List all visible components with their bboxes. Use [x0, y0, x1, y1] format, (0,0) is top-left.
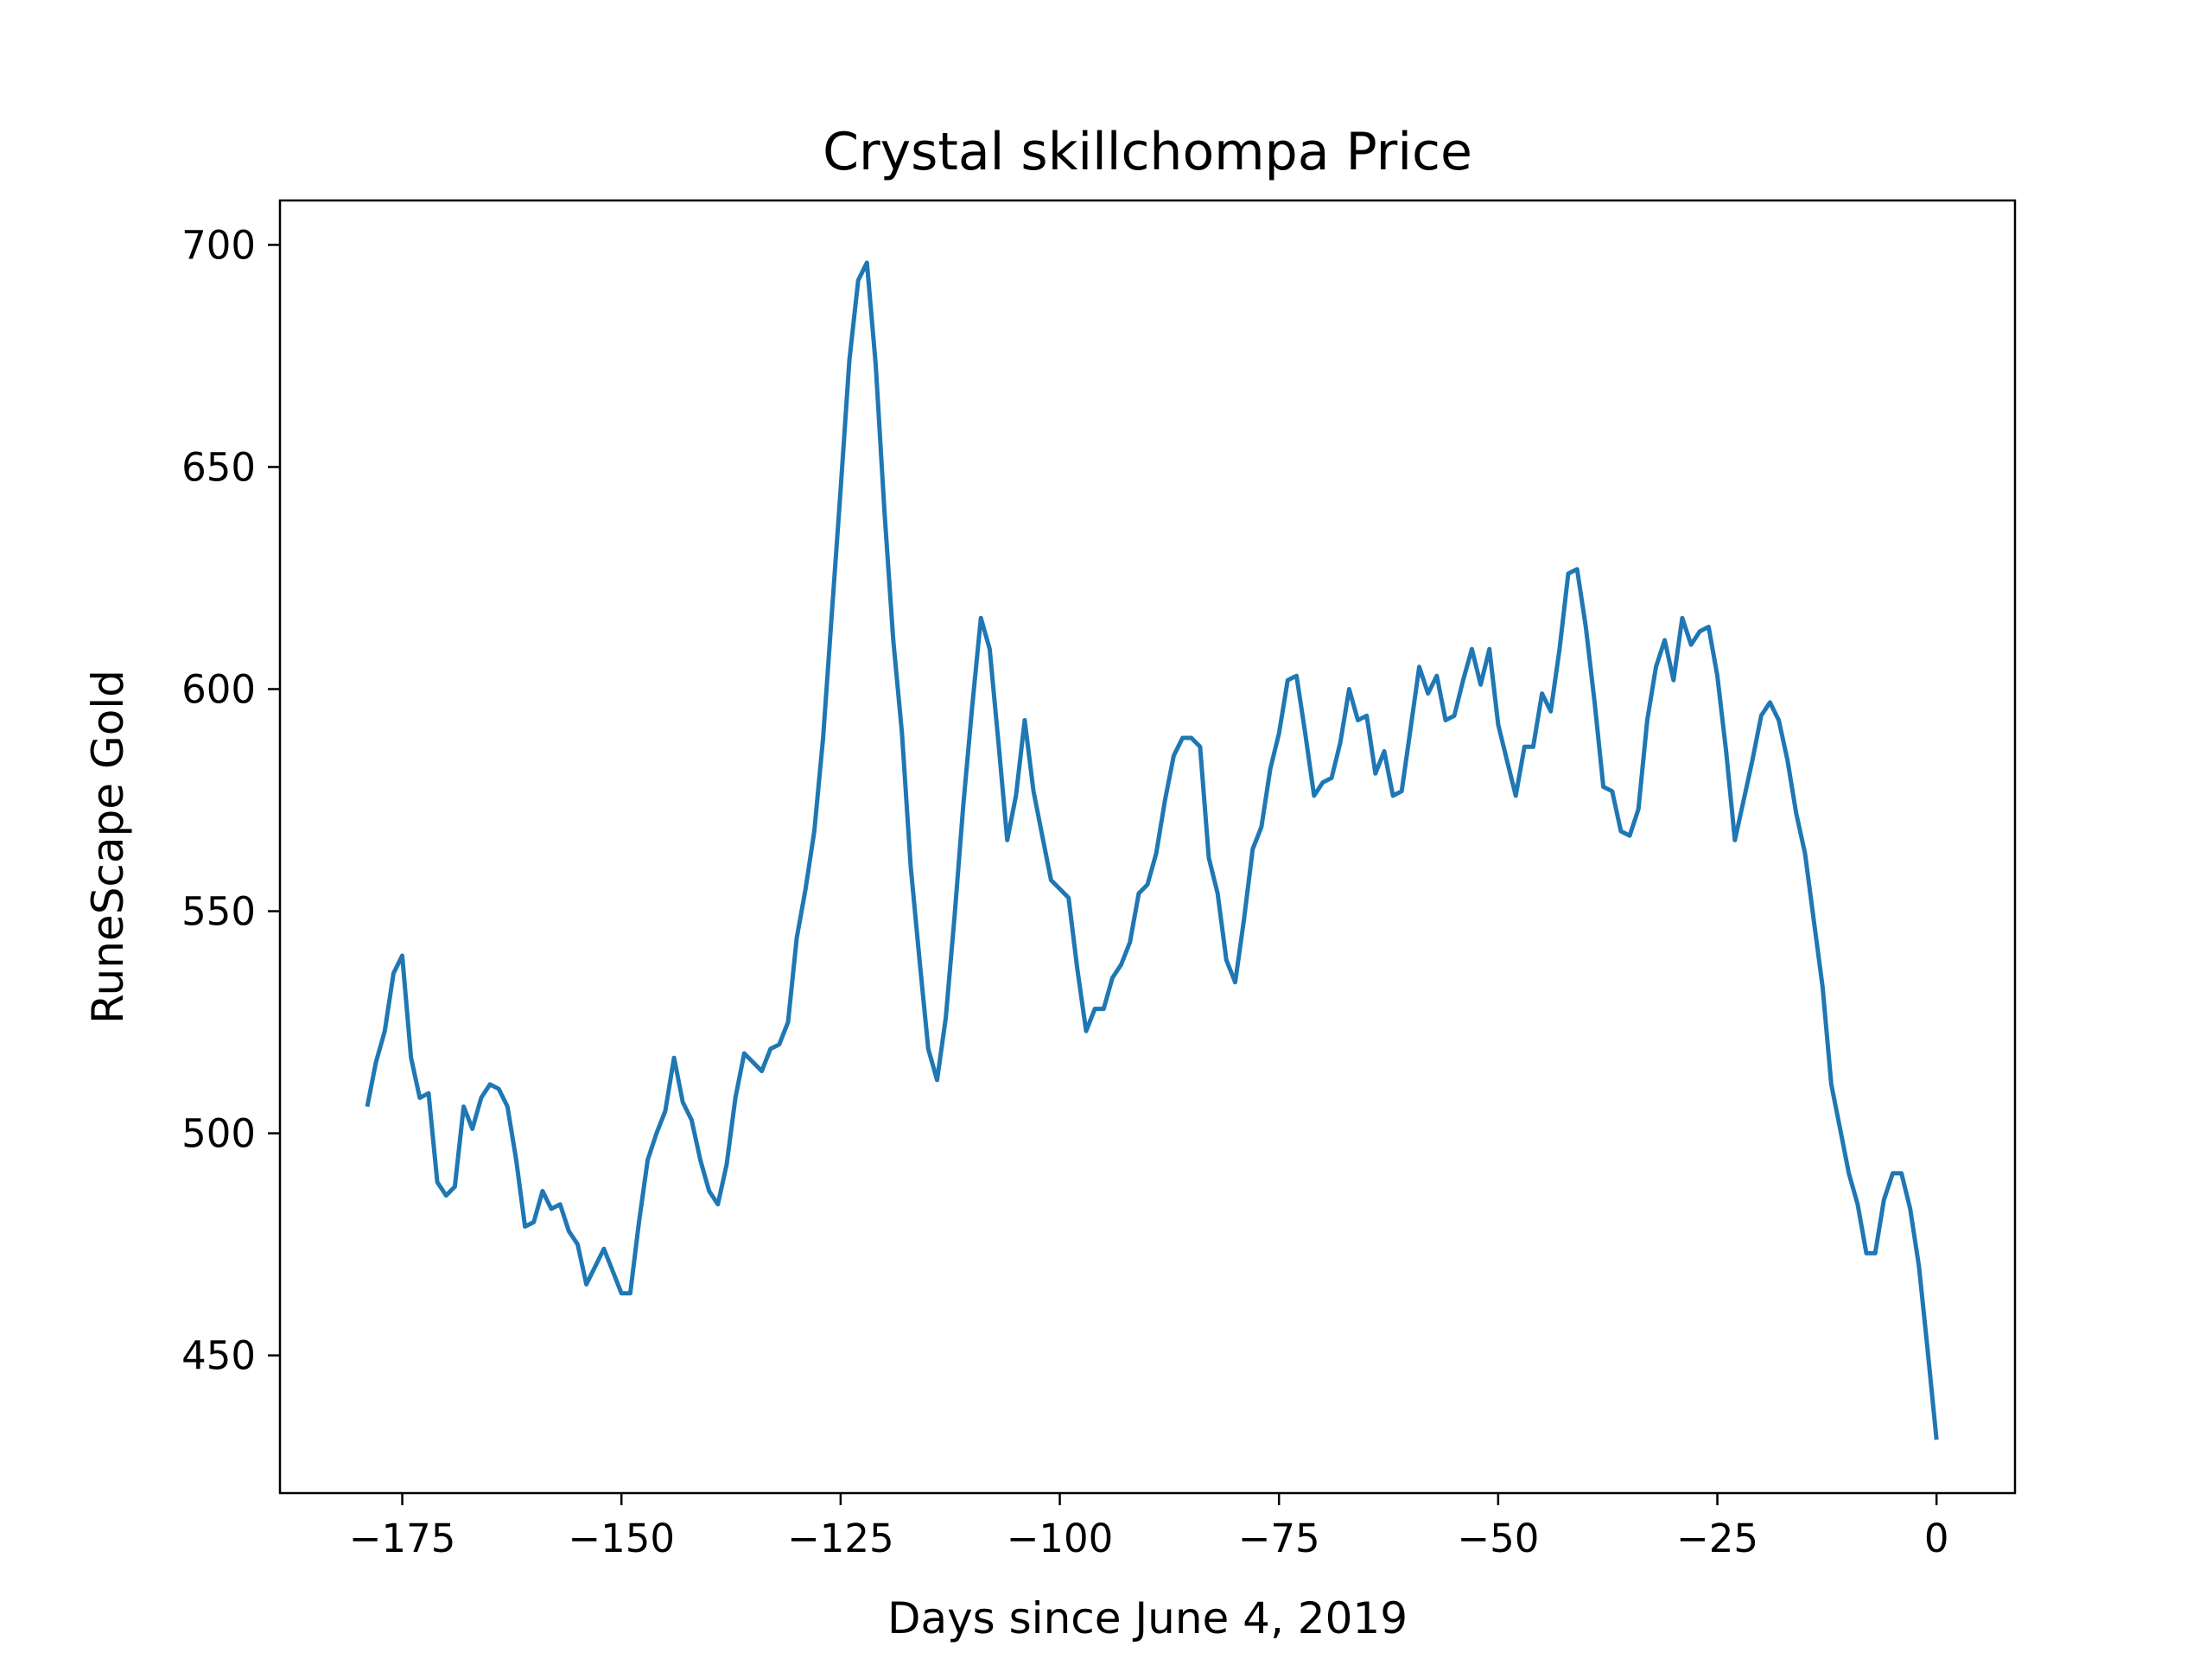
- plot-area: [365, 260, 1939, 1440]
- y-tick-label: 650: [181, 444, 256, 490]
- x-tick-label: −175: [349, 1516, 456, 1561]
- price-series-line: [365, 260, 1939, 1440]
- x-tick-label: −50: [1457, 1516, 1539, 1561]
- y-tick-label: 600: [181, 666, 256, 712]
- x-tick-label: −125: [787, 1516, 894, 1561]
- x-tick-label: −150: [568, 1516, 675, 1561]
- x-axis-label: Days since June 4, 2019: [887, 1593, 1408, 1643]
- y-axis-ticks: 450 500 550 600 650 700: [181, 222, 280, 1379]
- y-tick-label: 700: [181, 222, 256, 268]
- x-tick-label: −100: [1007, 1516, 1114, 1561]
- x-axis-ticks: −175 −150 −125 −100 −75 −50 −25 0: [349, 1493, 1949, 1561]
- y-axis-label: RuneScape Gold: [83, 670, 133, 1024]
- x-tick-label: 0: [1924, 1516, 1949, 1561]
- chart-title: Crystal skillchompa Price: [823, 122, 1472, 182]
- y-tick-label: 550: [181, 889, 256, 935]
- x-tick-label: −75: [1238, 1516, 1320, 1561]
- x-tick-label: −25: [1676, 1516, 1758, 1561]
- plot-frame: [278, 199, 2017, 1495]
- y-tick-label: 500: [181, 1111, 256, 1157]
- y-tick-label: 450: [181, 1333, 256, 1379]
